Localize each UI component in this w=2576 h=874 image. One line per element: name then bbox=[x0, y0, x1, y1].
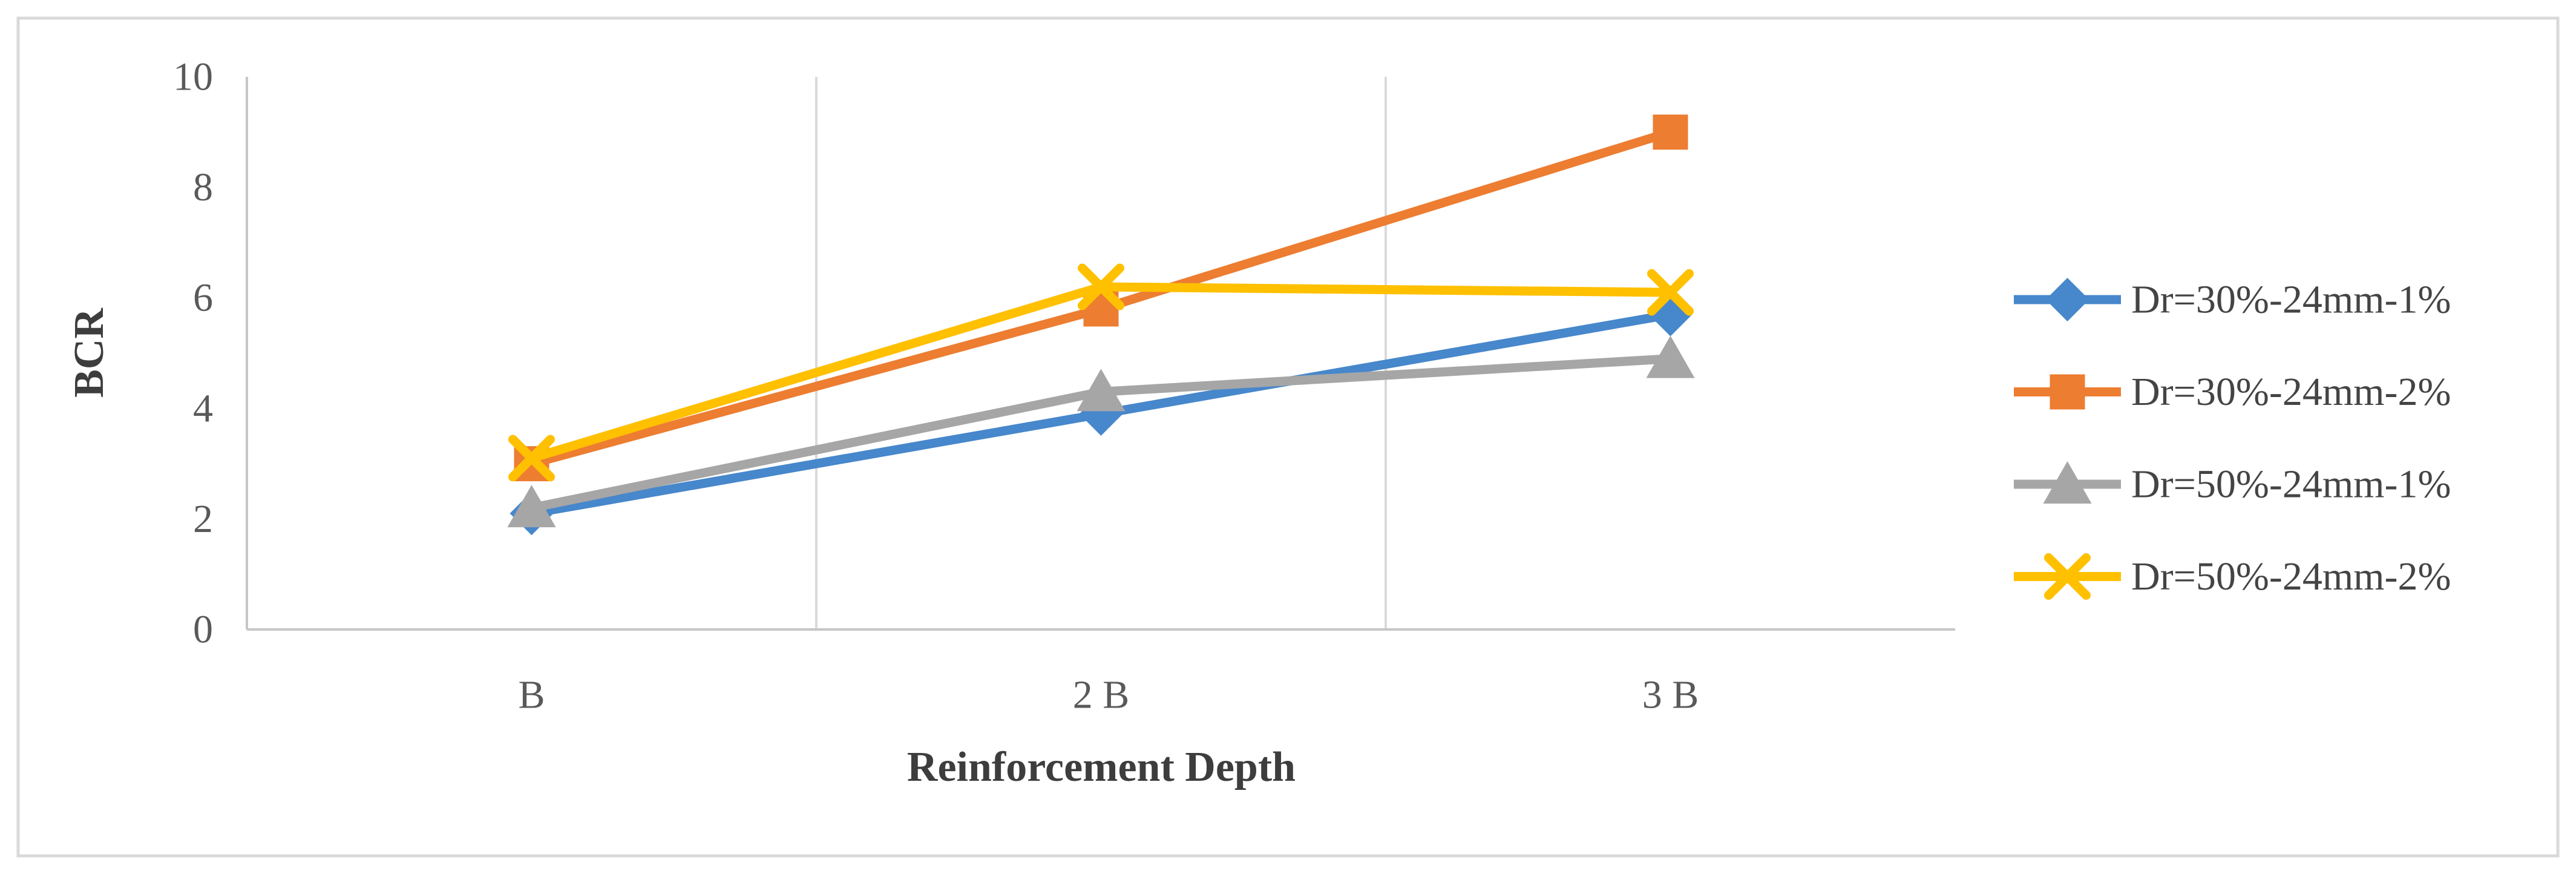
diamond-marker bbox=[2045, 278, 2089, 321]
data-series bbox=[507, 114, 1695, 536]
series-dr-50-24mm-1- bbox=[507, 335, 1695, 528]
x-marker bbox=[1078, 263, 1124, 310]
diamond-marker bbox=[1648, 292, 1693, 337]
legend-item: Dr=50%-24mm-2% bbox=[2014, 553, 2451, 600]
y-tick-label: 10 bbox=[173, 55, 213, 99]
x-tick-label: 3 B bbox=[1642, 673, 1699, 717]
y-tick-label: 4 bbox=[193, 386, 213, 430]
legend-item: Dr=30%-24mm-2% bbox=[2014, 370, 2451, 414]
x-tick-label: B bbox=[518, 673, 545, 717]
y-tick-label: 0 bbox=[193, 608, 213, 652]
x-marker bbox=[508, 435, 555, 482]
legend-item: Dr=50%-24mm-1% bbox=[2014, 461, 2451, 507]
x-marker bbox=[1647, 269, 1694, 316]
triangle-marker bbox=[507, 485, 556, 528]
y-tick-label: 2 bbox=[193, 497, 213, 541]
triangle-marker bbox=[1077, 369, 1126, 412]
x-axis-title: Reinforcement Depth bbox=[907, 744, 1296, 790]
triangle-marker bbox=[2043, 461, 2092, 504]
legend-label: Dr=30%-24mm-1% bbox=[2131, 278, 2451, 322]
x-tick-label: 2 B bbox=[1073, 673, 1130, 717]
legend: Dr=30%-24mm-1% Dr=30%-24mm-2% Dr=50%-24mm-… bbox=[2014, 278, 2451, 600]
legend-label: Dr=50%-24mm-2% bbox=[2131, 554, 2451, 599]
y-axis-title: BCR bbox=[66, 307, 113, 398]
gridlines bbox=[815, 77, 1387, 629]
legend-label: Dr=30%-24mm-2% bbox=[2131, 370, 2451, 414]
x-marker bbox=[2044, 553, 2091, 600]
y-tick-label: 6 bbox=[193, 276, 213, 320]
figure-border bbox=[16, 16, 2560, 858]
y-tick-label: 8 bbox=[193, 165, 213, 209]
tick-labels: 0 2 4 6 8 10 B 2 B 3 B bbox=[173, 55, 1699, 717]
square-marker bbox=[1653, 114, 1688, 150]
triangle-marker bbox=[1646, 335, 1695, 378]
legend-item: Dr=30%-24mm-1% bbox=[2014, 278, 2451, 322]
axes bbox=[246, 77, 1955, 631]
series-dr-50-24mm-2- bbox=[508, 263, 1694, 482]
legend-label: Dr=50%-24mm-1% bbox=[2131, 462, 2451, 507]
square-marker bbox=[2050, 374, 2085, 410]
